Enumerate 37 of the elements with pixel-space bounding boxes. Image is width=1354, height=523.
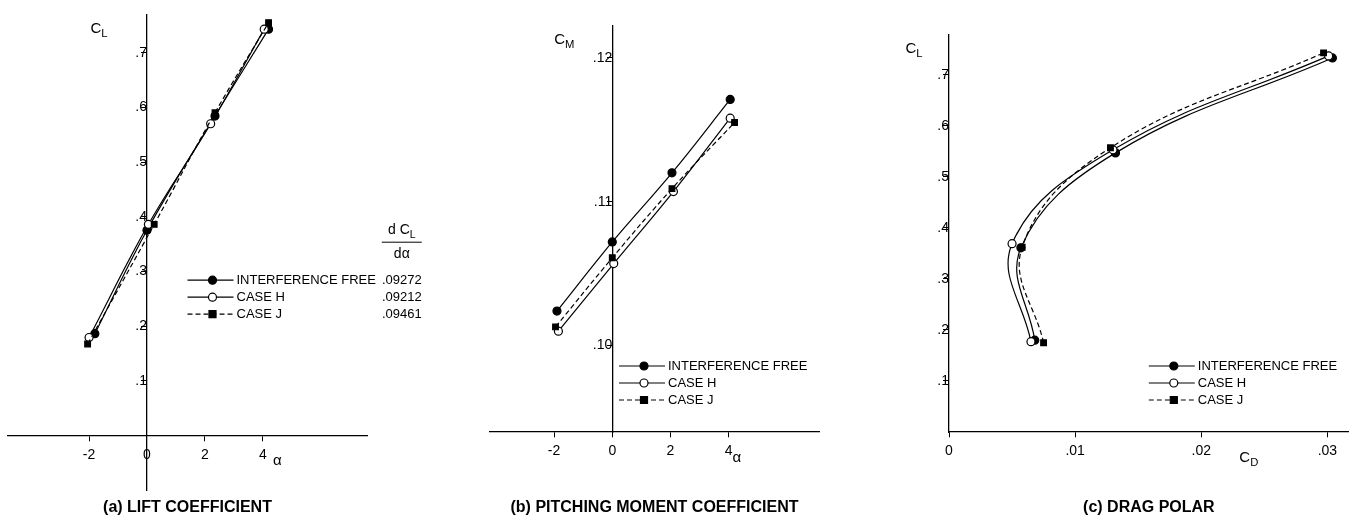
y-tick-label: .5 xyxy=(135,152,148,169)
y-tick-label: .3 xyxy=(135,262,148,279)
x-tick-label: .03 xyxy=(1317,442,1338,459)
legend-label: CASE H xyxy=(1197,374,1247,390)
y-tick-label: .6 xyxy=(135,98,148,115)
x-tick-label: 2 xyxy=(200,445,209,462)
x-tick-label: 4 xyxy=(724,442,733,459)
x-axis-title: α xyxy=(732,448,742,466)
y-tick-label: .10 xyxy=(592,336,613,353)
x-tick-label: -2 xyxy=(82,445,96,462)
legend-label: CASE H xyxy=(236,288,285,304)
x-tick-label: 2 xyxy=(666,442,675,459)
x-tick-label: .01 xyxy=(1065,442,1086,459)
legend-label: INTERFERENCE FREE xyxy=(1197,357,1338,373)
text: .09212 xyxy=(381,288,422,304)
text: (b) PITCHING MOMENT COEFFICIENT xyxy=(510,498,799,516)
y-tick-label: .12 xyxy=(592,48,613,65)
legend-label: INTERFERENCE FREE xyxy=(236,271,377,287)
x-tick-label: 0 xyxy=(608,442,617,459)
text: dα xyxy=(393,245,410,262)
text: .09461 xyxy=(381,305,422,321)
y-tick-label: .6 xyxy=(937,116,950,133)
legend-label: CASE J xyxy=(668,391,714,407)
text: (a) LIFT COEFFICIENT xyxy=(103,498,273,516)
y-tick-label: .11 xyxy=(593,192,613,209)
legend-label: CASE J xyxy=(236,305,283,321)
x-tick-label: -2 xyxy=(547,442,561,459)
legend-label: INTERFERENCE FREE xyxy=(668,357,808,373)
y-tick-label: .5 xyxy=(937,167,950,184)
x-tick-label: 4 xyxy=(258,445,267,462)
text: (c) DRAG POLAR xyxy=(1083,498,1216,516)
x-tick-label: .02 xyxy=(1191,442,1212,459)
x-axis-title: α xyxy=(272,451,282,469)
legend-label: CASE H xyxy=(668,374,717,390)
x-tick-label: 0 xyxy=(945,442,954,459)
text: .09272 xyxy=(381,271,422,287)
legend-label: CASE J xyxy=(1197,391,1244,407)
